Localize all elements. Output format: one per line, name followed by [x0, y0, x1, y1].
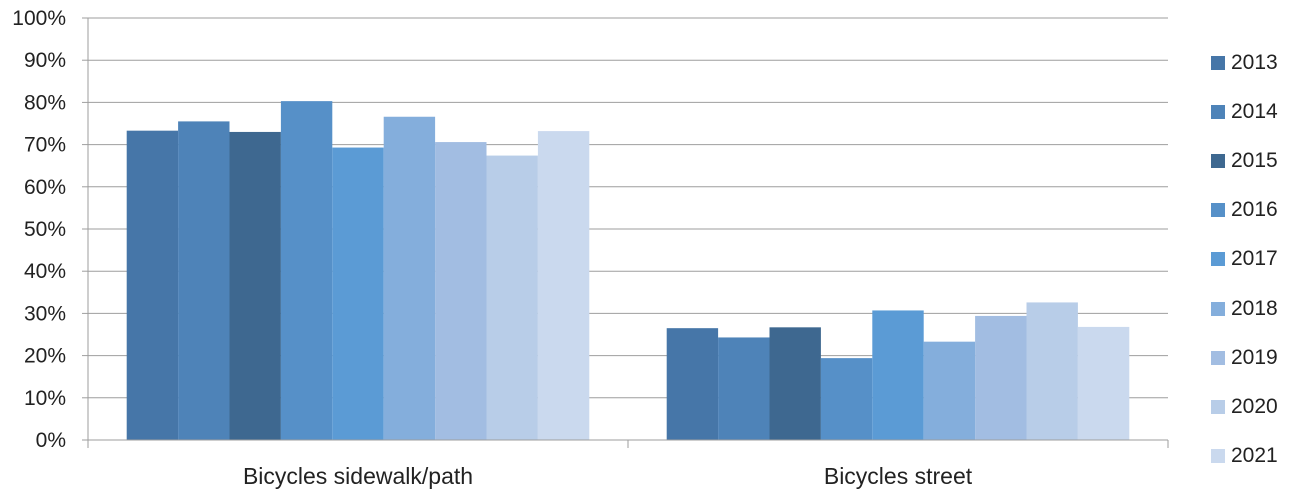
legend-label: 2019	[1231, 345, 1278, 369]
legend-item: 2014	[1211, 87, 1299, 136]
legend-label: 2017	[1231, 247, 1278, 271]
legend-item: 2018	[1211, 284, 1299, 333]
bar	[975, 315, 1027, 440]
y-tick-label: 0%	[36, 429, 66, 452]
legend-swatch	[1211, 350, 1225, 365]
legend-swatch	[1211, 55, 1225, 70]
legend-item: 2019	[1211, 333, 1299, 382]
legend-swatch	[1211, 449, 1225, 464]
bar	[1077, 326, 1130, 440]
x-category-label: Bicycles sidewalk/path	[243, 463, 473, 489]
bar	[486, 155, 538, 440]
legend-swatch	[1211, 203, 1225, 218]
bar	[178, 121, 230, 440]
bar	[126, 130, 179, 440]
legend-item: 2015	[1211, 136, 1299, 185]
legend-item: 2017	[1211, 235, 1299, 284]
bars	[126, 101, 1130, 441]
bar	[1026, 302, 1078, 440]
axes	[87, 18, 1169, 448]
x-category-label: Bicycles street	[824, 463, 973, 489]
y-tick-label: 10%	[24, 387, 66, 410]
y-tick-label: 20%	[24, 345, 66, 368]
bar	[229, 131, 281, 440]
x-category-labels: Bicycles sidewalk/path Bicycles street	[243, 463, 973, 489]
legend-swatch	[1211, 399, 1225, 414]
bar	[718, 337, 770, 440]
legend-label: 2013	[1231, 50, 1278, 74]
bar	[383, 116, 436, 441]
bar	[872, 310, 924, 440]
y-tick-label: 30%	[24, 302, 66, 325]
y-tick-label: 90%	[24, 49, 66, 72]
legend-label: 2018	[1231, 296, 1278, 320]
bar	[435, 142, 487, 440]
bar	[280, 101, 333, 440]
legend-swatch	[1211, 252, 1225, 267]
legend-label: 2015	[1231, 148, 1278, 172]
bar	[332, 147, 384, 440]
legend-item: 2021	[1211, 432, 1299, 481]
bar	[820, 358, 873, 440]
y-tick-label: 60%	[24, 176, 66, 199]
legend-swatch	[1211, 301, 1225, 316]
legend-item: 2016	[1211, 186, 1299, 235]
y-tick-label: 50%	[24, 218, 66, 241]
legend-swatch	[1211, 153, 1225, 168]
y-tick-labels: 0% 10% 20% 30% 40% 50% 60% 70% 80% 90% 100%	[12, 7, 66, 452]
legend-label: 2021	[1231, 444, 1278, 468]
legend-label: 2016	[1231, 198, 1278, 222]
y-tick-label: 70%	[24, 134, 66, 157]
bar	[666, 328, 719, 440]
legend-swatch	[1211, 104, 1225, 119]
legend-label: 2014	[1231, 99, 1278, 123]
y-tick-label: 100%	[12, 7, 66, 30]
bar	[537, 131, 590, 440]
y-tick-label: 80%	[24, 91, 66, 114]
bar	[769, 327, 821, 440]
legend-label: 2020	[1231, 394, 1278, 418]
y-tick-label: 40%	[24, 260, 66, 283]
legend-item: 2020	[1211, 382, 1299, 431]
legend-item: 2013	[1211, 38, 1299, 87]
legend: 2013 2014 2015 2016 2017 2018 2019 2020 2021	[1211, 38, 1299, 481]
bar	[923, 341, 976, 440]
